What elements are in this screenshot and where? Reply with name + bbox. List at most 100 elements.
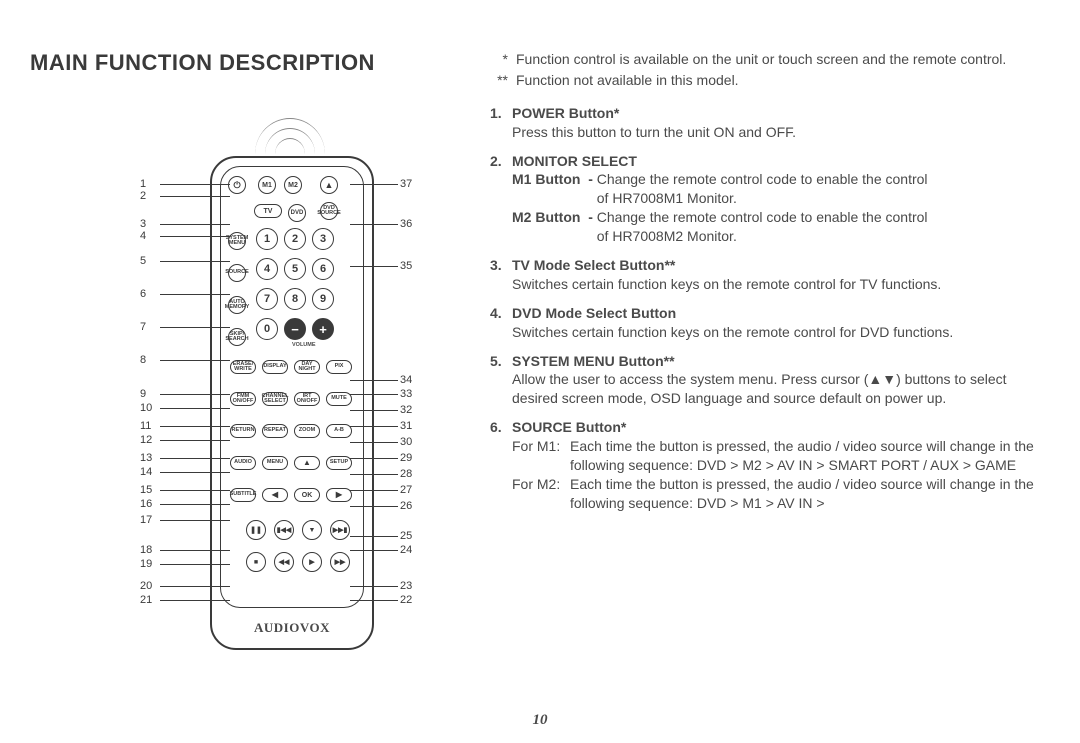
remote-button: ▲ [320, 176, 338, 194]
remote-button: AUTO MEMORY [228, 296, 246, 314]
transport-button: ▮◀◀ [274, 520, 294, 540]
callout-number: 7 [140, 321, 146, 333]
for-item: For M1:Each time the button is pressed, … [512, 437, 1050, 475]
callout-line [160, 261, 230, 262]
callout-line [160, 458, 230, 459]
desc-item: 1.POWER Button*Press this button to turn… [490, 104, 1050, 142]
remote-body: ⏻M1M2▲TVDVDDVD SOURCESYSTEM MENUSOURCEAU… [210, 156, 374, 650]
numpad-button: 4 [256, 258, 278, 280]
remote-button: RETURN [230, 424, 256, 438]
callout-number: 21 [140, 594, 152, 606]
notes: * Function control is available on the u… [490, 50, 1050, 90]
desc-item: 2.MONITOR SELECTM1 Button - Change the r… [490, 152, 1050, 246]
callout-number: 2 [140, 190, 146, 202]
item-text: Press this button to turn the unit ON an… [512, 123, 1050, 142]
callout-line [160, 440, 230, 441]
callout-number: 10 [140, 402, 152, 414]
item-body: DVD Mode Select ButtonSwitches certain f… [512, 304, 1050, 342]
item-title: DVD Mode Select Button [512, 304, 1050, 323]
remote-button: ZOOM [294, 424, 320, 438]
remote-button: TV [254, 204, 282, 218]
callout-line [160, 394, 230, 395]
callout-line [160, 504, 230, 505]
left-column: MAIN FUNCTION DESCRIPTION ⏻M1M2▲TVDVDDVD… [30, 50, 460, 656]
remote-button: AUDIO [230, 456, 256, 470]
page-title: MAIN FUNCTION DESCRIPTION [30, 50, 460, 76]
callout-number: 34 [400, 374, 412, 386]
remote-button: ERASE/ WRITE [230, 360, 256, 374]
numpad-button: 2 [284, 228, 306, 250]
numpad-button: 3 [312, 228, 334, 250]
callout-line [160, 360, 230, 361]
item-number: 5. [490, 352, 512, 409]
remote-button: DISPLAY [262, 360, 288, 374]
remote-button: SUBTITLE [230, 488, 256, 502]
remote-diagram: ⏻M1M2▲TVDVDDVD SOURCESYSTEM MENUSOURCEAU… [40, 96, 440, 656]
sub-label: M2 Button - [512, 208, 597, 246]
callout-line [160, 564, 230, 565]
callout-line [160, 294, 230, 295]
callout-line [160, 520, 230, 521]
remote-button: DVD [288, 204, 306, 222]
callout-line [160, 586, 230, 587]
remote-button: FMM ON/OFF [230, 392, 256, 406]
callout-line [350, 550, 398, 551]
callout-number: 16 [140, 498, 152, 510]
remote-button: DAY NIGHT [294, 360, 320, 374]
numpad-button: 5 [284, 258, 306, 280]
callout-line [350, 474, 398, 475]
item-title: POWER Button* [512, 104, 1050, 123]
callout-line [350, 224, 398, 225]
desc-item: 3.TV Mode Select Button**Switches certai… [490, 256, 1050, 294]
item-text: Switches certain function keys on the re… [512, 275, 1050, 294]
callout-number: 28 [400, 468, 412, 480]
callout-line [350, 536, 398, 537]
callout-line [350, 184, 398, 185]
sub-label: M1 Button - [512, 170, 597, 208]
remote-button: ⏻ [228, 176, 246, 194]
item-number: 3. [490, 256, 512, 294]
for-label: For M1: [512, 437, 570, 475]
callout-line [350, 506, 398, 507]
callout-number: 15 [140, 484, 152, 496]
callout-line [160, 408, 230, 409]
remote-button: PIX [326, 360, 352, 374]
note1-mark: * [490, 50, 508, 69]
for-text: Each time the button is pressed, the aud… [570, 437, 1050, 475]
callout-number: 1 [140, 178, 146, 190]
remote-button: CHANNEL SELECT [262, 392, 288, 406]
callout-line [160, 196, 230, 197]
callout-line [160, 236, 230, 237]
callout-line [350, 600, 398, 601]
transport-button: ▼ [302, 520, 322, 540]
remote-button: M1 [258, 176, 276, 194]
callout-number: 3 [140, 218, 146, 230]
callout-line [350, 266, 398, 267]
callout-line [350, 380, 398, 381]
desc-item: 5.SYSTEM MENU Button**Allow the user to … [490, 352, 1050, 409]
remote-button: SOURCE [228, 264, 246, 282]
callout-line [160, 327, 230, 328]
remote-button: IRT ON/OFF [294, 392, 320, 406]
callout-number: 19 [140, 558, 152, 570]
callout-number: 23 [400, 580, 412, 592]
callout-number: 4 [140, 230, 146, 242]
item-number: 2. [490, 152, 512, 246]
callout-line [160, 600, 230, 601]
callout-number: 36 [400, 218, 412, 230]
callout-number: 33 [400, 388, 412, 400]
callout-number: 12 [140, 434, 152, 446]
note2-mark: ** [490, 71, 508, 90]
callout-line [350, 442, 398, 443]
remote-button: ▲ [294, 456, 320, 470]
remote-button: ◀ [262, 488, 288, 502]
desc-item: 6.SOURCE Button*For M1:Each time the but… [490, 418, 1050, 512]
callout-number: 30 [400, 436, 412, 448]
numpad-button: 0 [256, 318, 278, 340]
callout-number: 5 [140, 255, 146, 267]
remote-button: OK [294, 488, 320, 502]
callout-line [160, 184, 230, 185]
transport-button: ❚❚ [246, 520, 266, 540]
remote-button: SYSTEM MENU [228, 232, 246, 250]
callout-number: 6 [140, 288, 146, 300]
